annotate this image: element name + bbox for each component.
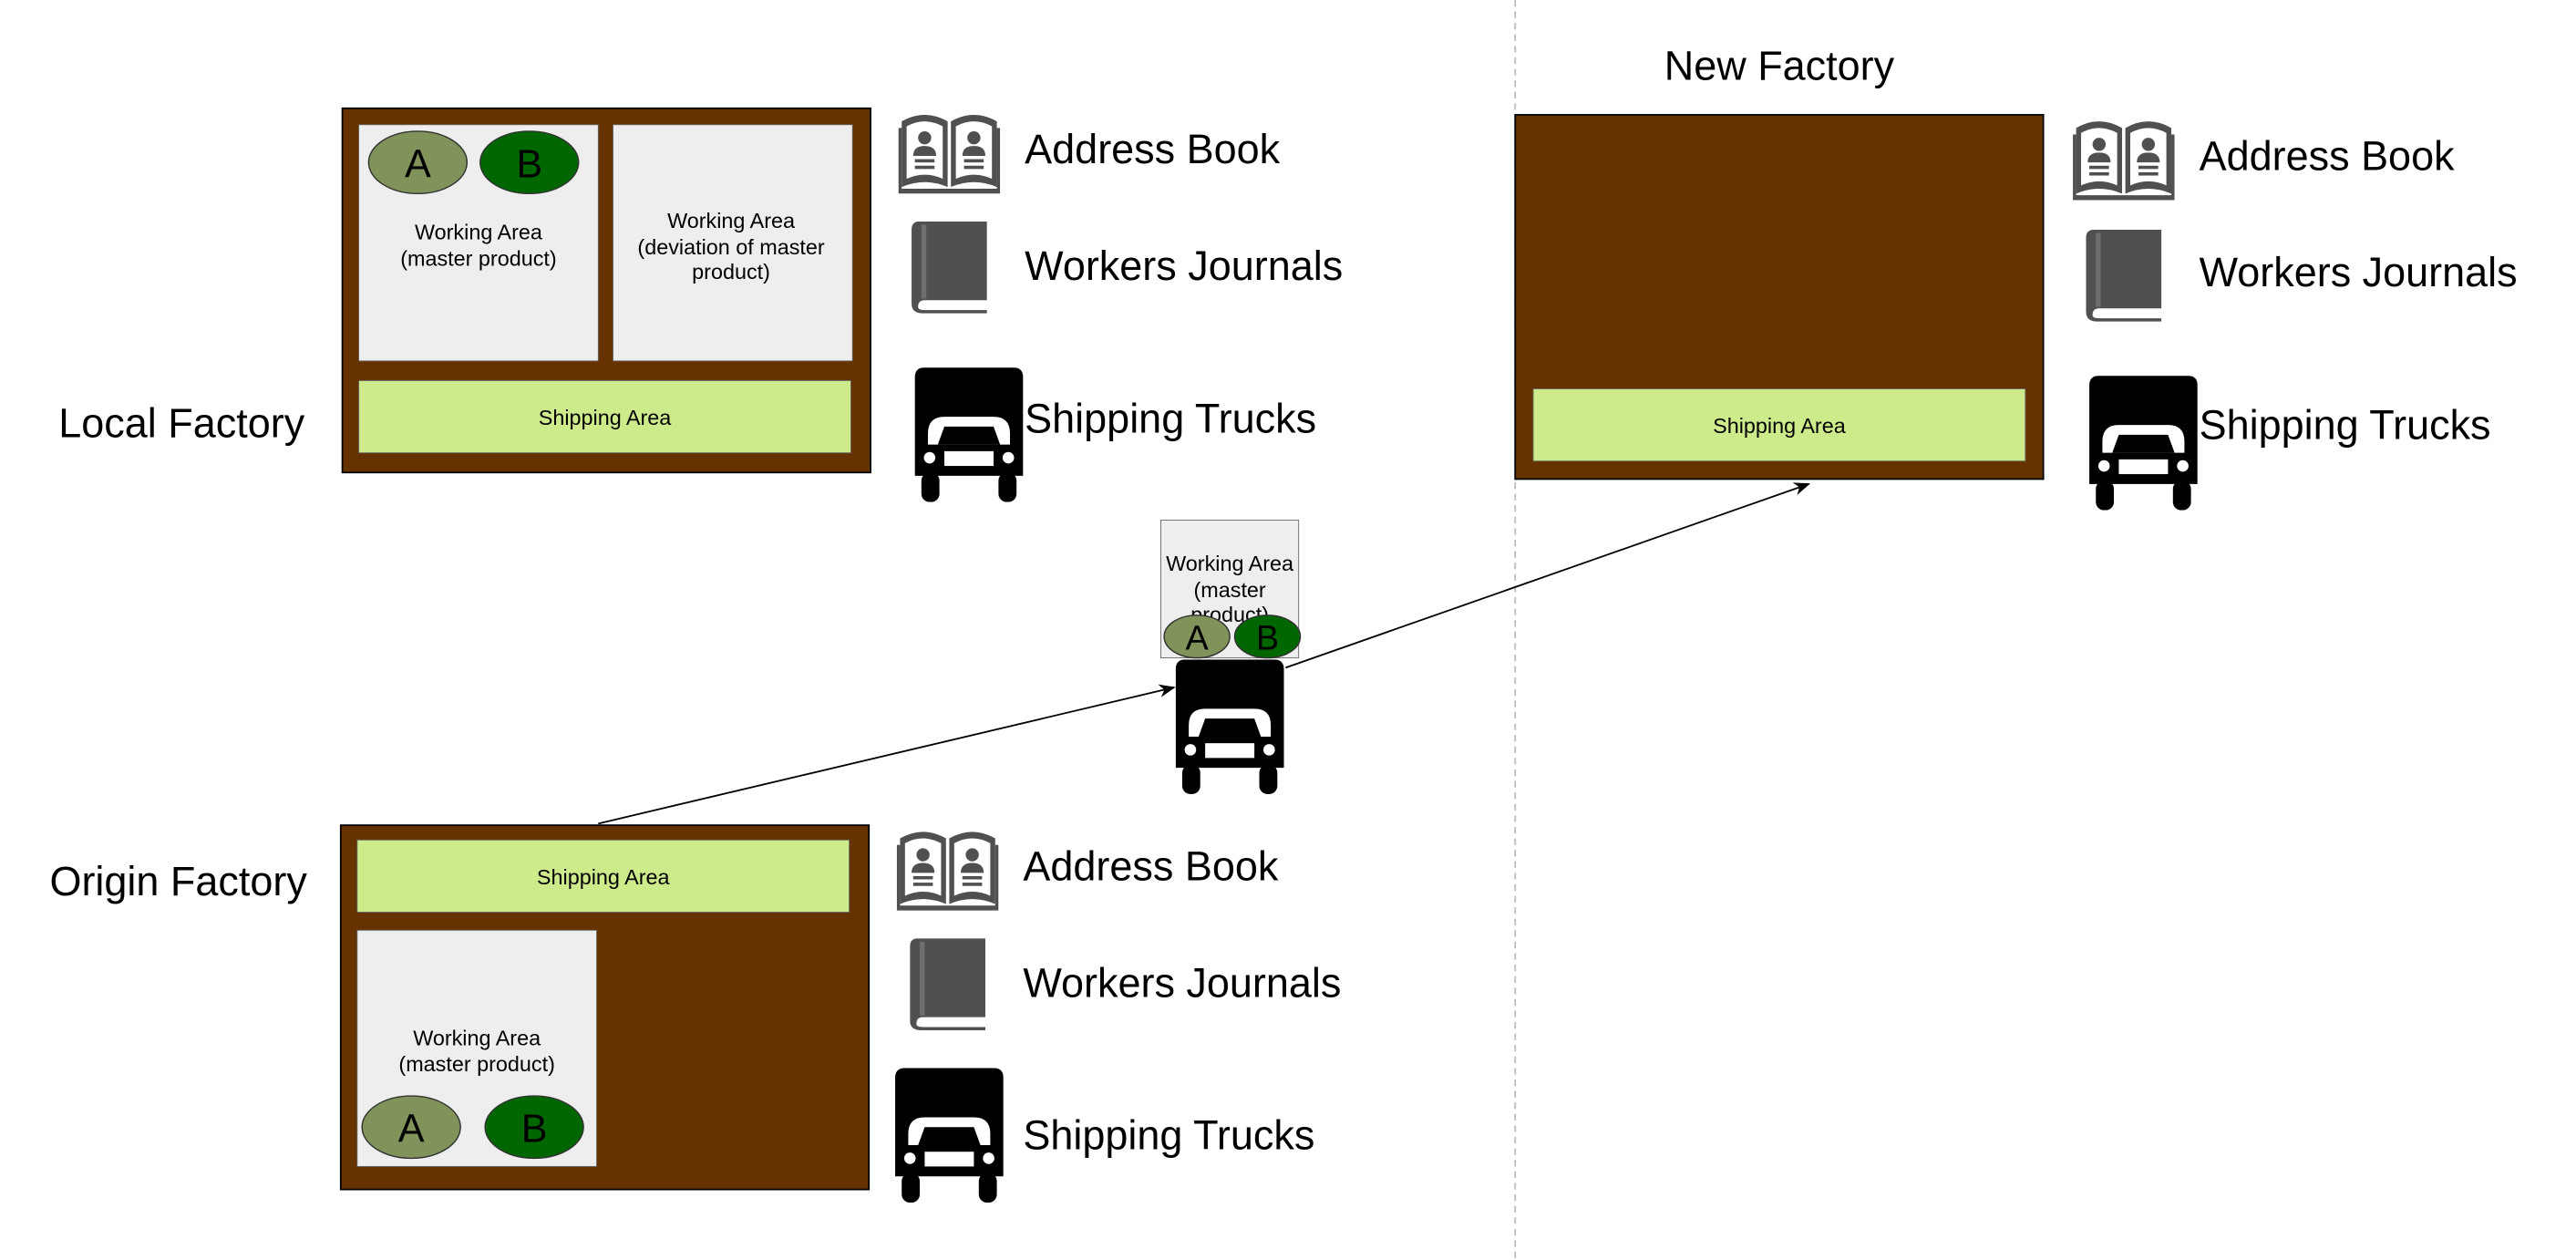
origin-ellipse-a-label: A: [398, 1107, 425, 1151]
truck-icon: [914, 367, 1024, 502]
origin-working-area-line1: Working Area: [413, 1026, 541, 1049]
local-ellipse-b-label: B: [516, 142, 542, 186]
transport-ellipse-a-label: A: [1186, 620, 1210, 658]
new-factory-label: New Factory: [1664, 42, 1895, 88]
transport-ellipse-b-label: B: [1256, 620, 1279, 658]
local-shipping-area: [358, 380, 851, 454]
local-address-book-label: Address Book: [1025, 126, 1280, 172]
new-shipping-area: [1532, 388, 2026, 462]
local-factory-label: Local Factory: [58, 400, 304, 447]
new-workers-journals-label: Workers Journals: [2200, 249, 2518, 295]
local-working-area-deviation-line1: Working Area: [667, 209, 795, 232]
new-factory: New Factory Shipping Area: [1514, 42, 2045, 480]
transport-working-area-line1: Working Area: [1166, 552, 1293, 575]
journal-icon: [912, 221, 987, 314]
local-working-area-master-line2: (master product): [400, 247, 556, 271]
origin-shipping-area-label: Shipping Area: [537, 865, 670, 889]
origin-working-area-line2: (master product): [398, 1052, 554, 1076]
local-factory: Local Factory Working Area (master produ…: [58, 107, 871, 474]
arrow-icon: [598, 684, 1176, 825]
local-legend: Address Book Workers Journals Shipping T…: [898, 114, 1343, 502]
local-working-area-master-line1: Working Area: [415, 221, 542, 244]
origin-shipping-trucks-label: Shipping Trucks: [1023, 1112, 1314, 1159]
truck-icon: [2089, 376, 2198, 511]
origin-ellipse-b-label: B: [521, 1107, 548, 1151]
origin-shipping-area: [356, 839, 850, 913]
journal-icon: [910, 938, 985, 1031]
origin-ellipse-a: [361, 1095, 461, 1160]
local-ellipse-a: [367, 130, 469, 195]
transport-ellipse-b: [1233, 615, 1302, 659]
transport-working-area-line2: (master: [1194, 578, 1266, 602]
new-legend: Address Book Workers Journals Shipping T…: [2073, 121, 2518, 511]
local-working-area-deviation-line3: product): [692, 260, 770, 284]
origin-factory-label: Origin Factory: [49, 858, 307, 904]
local-working-area-deviation-line2: (deviation of master: [637, 235, 824, 259]
truck-icon: [1175, 659, 1284, 794]
journal-icon: [2086, 229, 2162, 322]
local-ellipse-b: [479, 130, 580, 195]
origin-legend: Address Book Workers Journals Shipping T…: [895, 831, 1341, 1203]
address-book-icon: [896, 831, 999, 911]
origin-factory: Origin Factory Shipping Area Working Are…: [49, 824, 871, 1191]
arrow-icon: [1285, 482, 1811, 669]
new-shipping-area-label: Shipping Area: [1713, 414, 1846, 438]
origin-ellipse-b: [484, 1095, 584, 1160]
local-ellipse-a-label: A: [405, 142, 431, 186]
new-shipping-trucks-label: Shipping Trucks: [2200, 402, 2491, 449]
local-shipping-area-label: Shipping Area: [539, 406, 672, 429]
local-workers-journals-label: Workers Journals: [1025, 243, 1343, 289]
local-shipping-trucks-label: Shipping Trucks: [1025, 395, 1316, 441]
truck-icon: [895, 1068, 1004, 1203]
origin-workers-journals-label: Workers Journals: [1023, 959, 1341, 1006]
local-working-area-deviation: [613, 124, 853, 362]
transport-ellipse-a: [1163, 615, 1231, 659]
address-book-icon: [2073, 121, 2175, 201]
origin-address-book-label: Address Book: [1023, 843, 1278, 890]
transport-truck-group: Working Area (master product) A B: [1160, 519, 1302, 794]
address-book-icon: [898, 114, 1001, 194]
new-address-book-label: Address Book: [2200, 132, 2455, 179]
